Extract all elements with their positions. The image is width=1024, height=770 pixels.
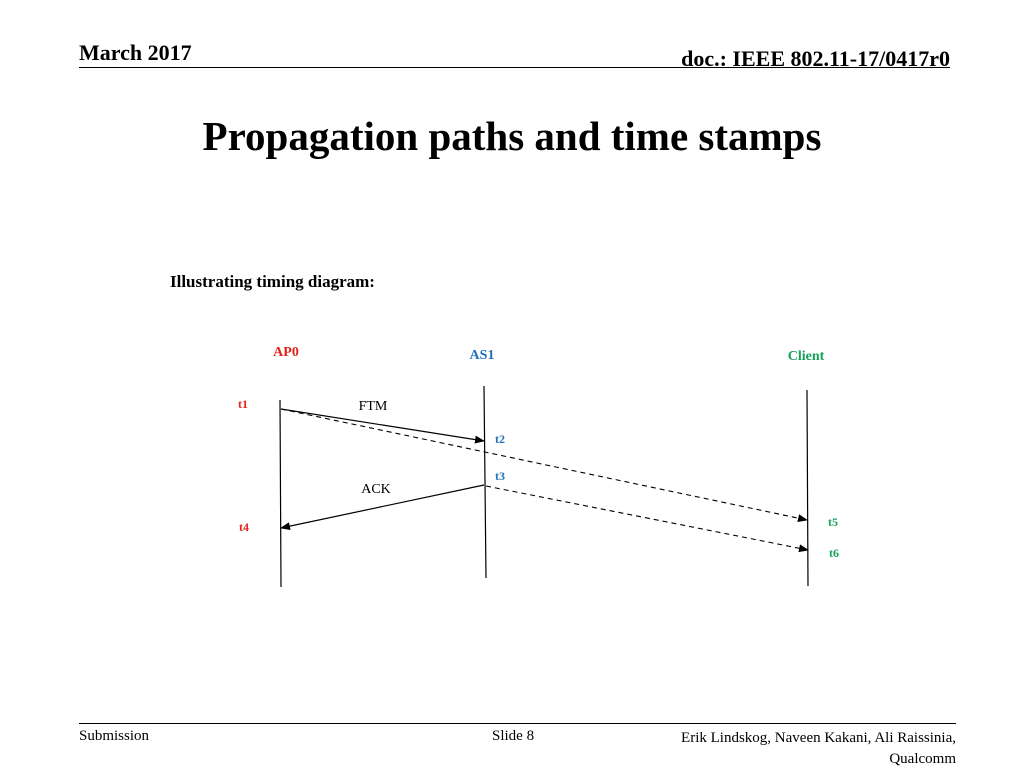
footer-authors-line-2: Qualcomm	[889, 751, 956, 767]
path-as1-client-arrow	[485, 485, 809, 553]
node-label-as1: AS1	[470, 348, 495, 363]
lifeline-ap0	[279, 399, 282, 588]
header-doc-id: doc.: IEEE 802.11-17/0417r0	[681, 46, 950, 71]
message-label-ack: ACK	[361, 482, 391, 497]
timestamp-t4: t4	[239, 520, 249, 534]
header-divider	[79, 67, 950, 68]
timestamp-t3: t3	[495, 469, 505, 483]
footer-divider	[79, 723, 956, 724]
node-label-ap0: AP0	[273, 345, 299, 360]
footer-submission: Submission	[79, 728, 150, 744]
lifeline-as1	[483, 385, 487, 579]
timestamp-t5: t5	[828, 515, 838, 529]
header-date: March 2017	[79, 40, 192, 65]
footer-authors: Erik Lindskog, Naveen Kakani, Ali Raissi…	[626, 728, 956, 770]
footer-authors-line-1: Erik Lindskog, Naveen Kakani, Ali Raissi…	[681, 730, 956, 746]
slide-title: Propagation paths and time stamps	[202, 113, 822, 159]
message-label-ftm: FTM	[359, 399, 388, 414]
message-ack-arrow	[280, 484, 485, 531]
timestamp-t2: t2	[495, 432, 505, 446]
node-label-client: Client	[788, 349, 825, 364]
diagram-subtitle: Illustrating timing diagram:	[170, 272, 375, 291]
message-ftm-arrow	[280, 408, 485, 444]
lifeline-client	[806, 389, 809, 587]
timestamp-t6: t6	[829, 546, 839, 560]
timestamp-t1: t1	[238, 397, 248, 411]
path-ap0-client-arrow	[280, 408, 808, 523]
footer-slide-number: Slide 8	[492, 728, 535, 744]
